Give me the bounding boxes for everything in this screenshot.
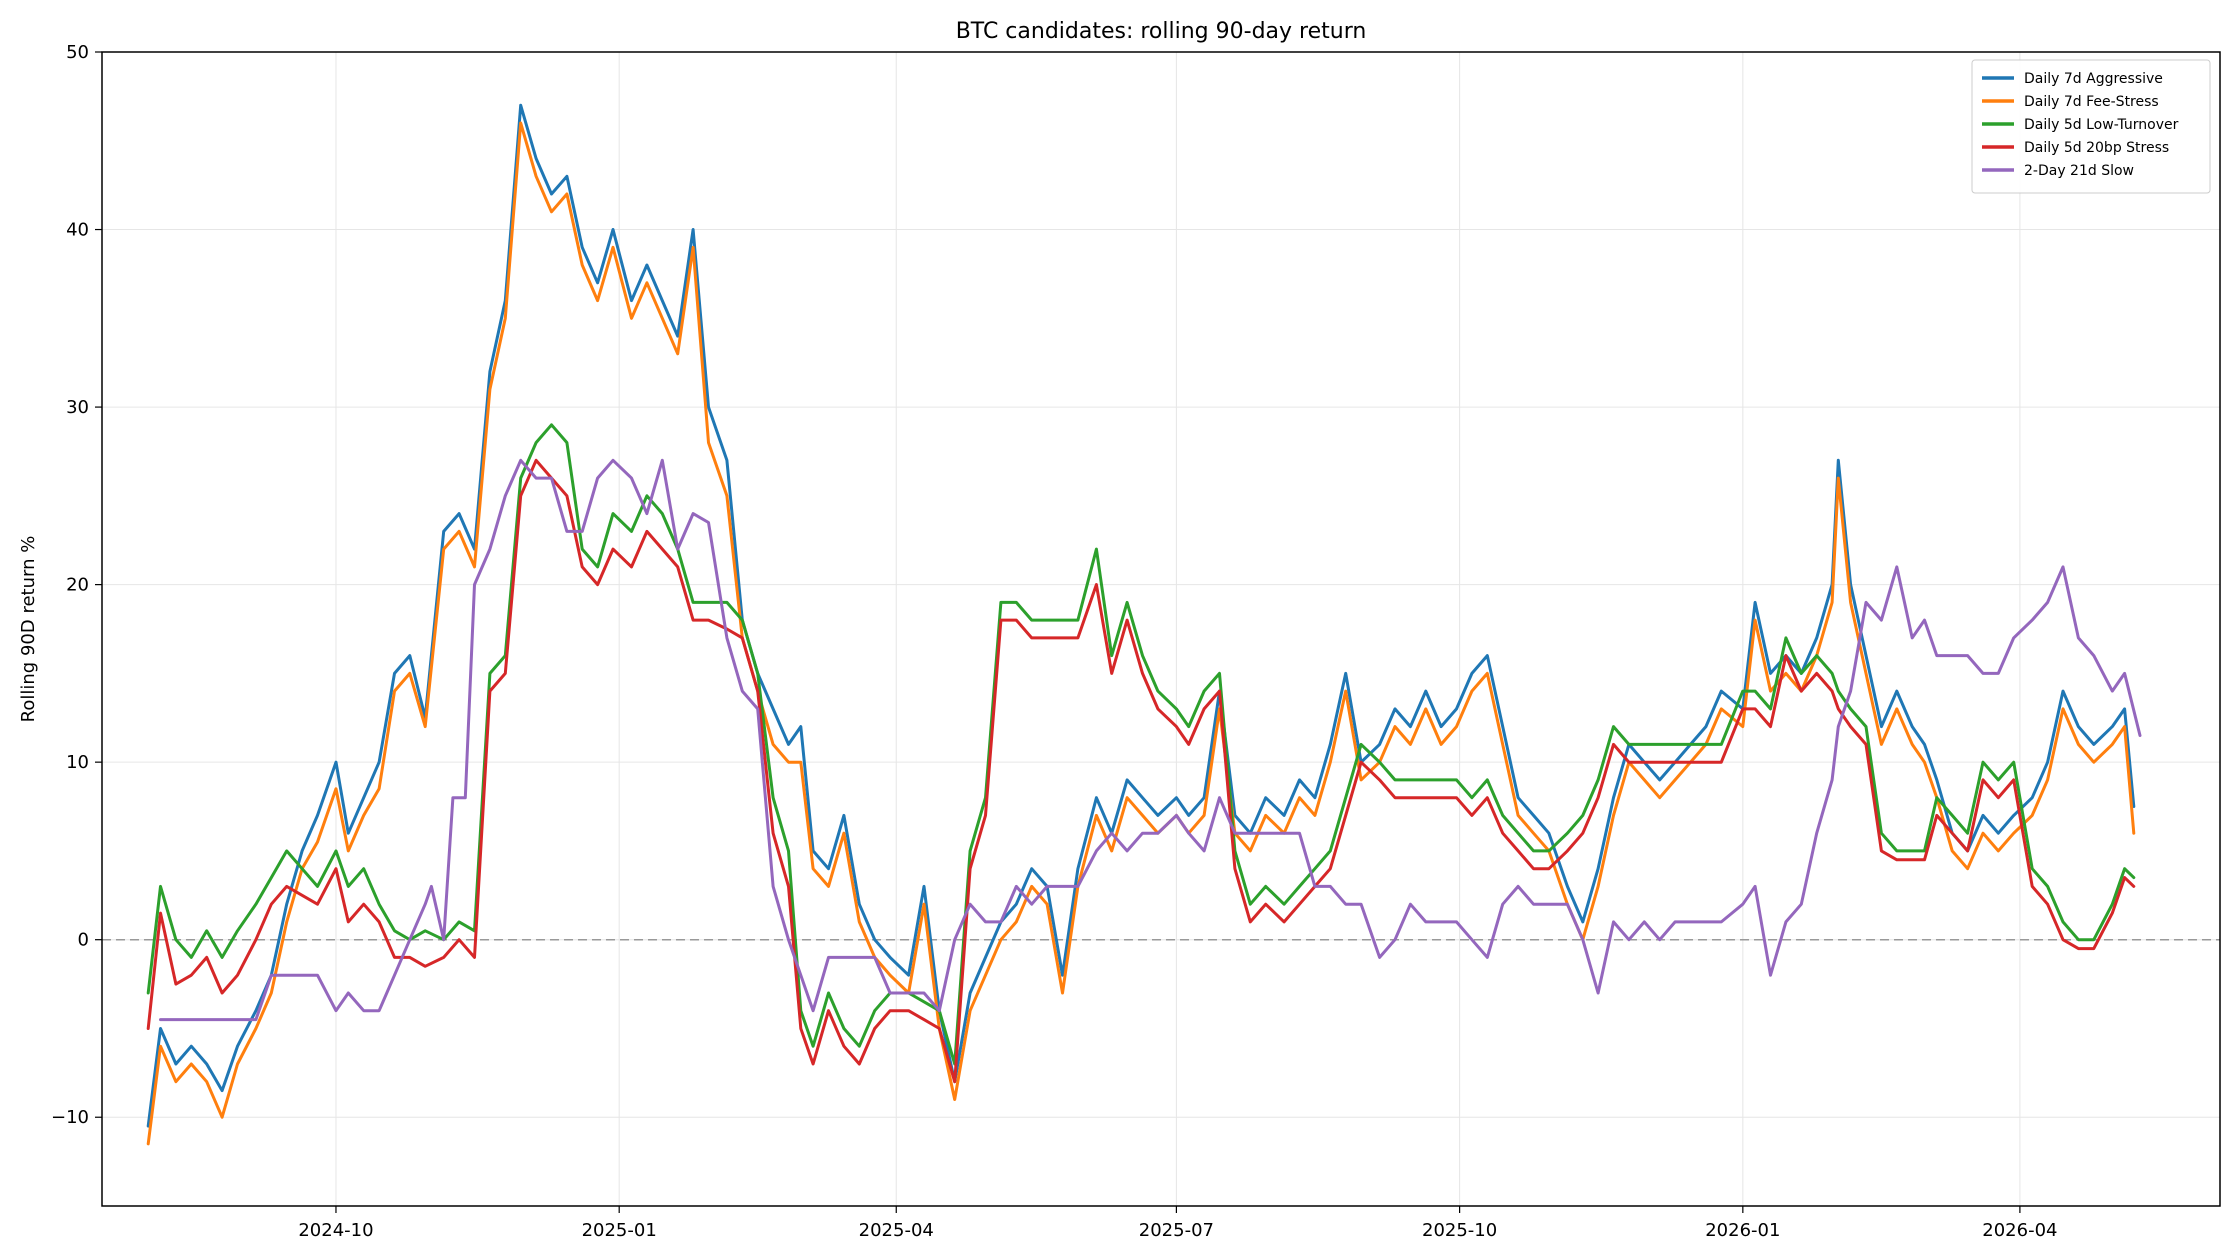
y-tick-label: 0: [78, 930, 89, 951]
y-tick-label: 50: [66, 42, 89, 63]
series-line-4: [146, 458, 2136, 1084]
y-tick-label: 30: [66, 397, 89, 418]
series-line-5: [159, 458, 2142, 1022]
x-axis: 2024-10 2025-01 2025-04 2025-07 2025-10 2026-…: [298, 1206, 2058, 1241]
x-tick-label: 2025-10: [1422, 1220, 1497, 1241]
chart-title: BTC candidates: rolling 90-day return: [956, 19, 1367, 44]
x-tick-label: 2025-01: [582, 1220, 657, 1241]
legend-label: Daily 7d Fee-Stress: [2024, 94, 2159, 110]
y-tick-label: 20: [66, 575, 89, 596]
x-tick-label: 2025-04: [859, 1220, 934, 1241]
series-layer: [146, 103, 2142, 1146]
x-tick-label: 2026-04: [1982, 1220, 2057, 1241]
x-tick-label: 2025-07: [1139, 1220, 1214, 1241]
legend: Daily 7d Aggressive Daily 7d Fee-Stress Da…: [1971, 59, 2211, 194]
legend-label: Daily 5d Low-Turnover: [2024, 117, 2179, 133]
x-tick-label: 2024-10: [298, 1220, 373, 1241]
plot-frame: [101, 51, 2221, 1207]
y-tick-label: −10: [51, 1107, 89, 1128]
y-axis: −10 0 10 20 30 40 50: [51, 42, 102, 1128]
legend-label: 2-Day 21d Slow: [2024, 163, 2134, 179]
legend-label: Daily 5d 20bp Stress: [2024, 140, 2169, 156]
series-line-1: [146, 103, 2136, 1128]
legend-box: [1971, 59, 2211, 194]
y-tick-label: 40: [66, 220, 89, 241]
y-axis-label: Rolling 90D return %: [18, 536, 39, 723]
series-line-2: [146, 121, 2136, 1146]
legend-label: Daily 7d Aggressive: [2024, 71, 2163, 87]
x-tick-label: 2026-01: [1705, 1220, 1780, 1241]
y-tick-label: 10: [66, 752, 89, 773]
